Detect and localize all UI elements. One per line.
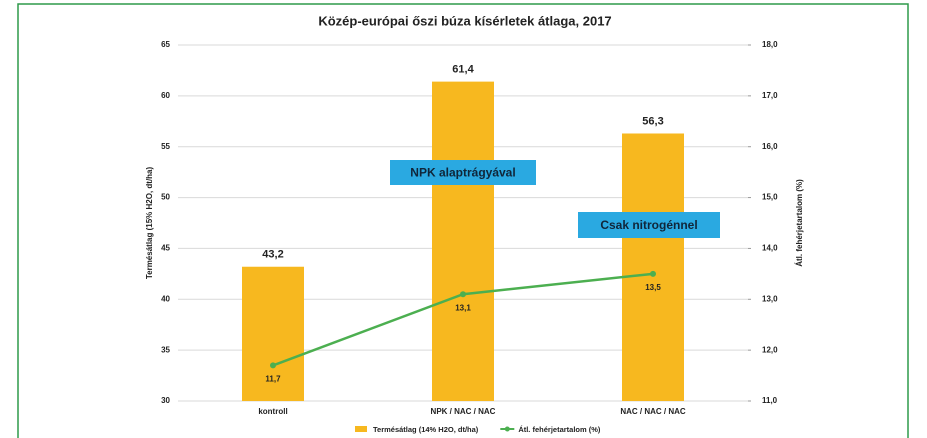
y2-tick-label: 16,0	[762, 142, 778, 151]
line-value-label: 13,1	[455, 303, 471, 312]
line-point	[650, 270, 656, 277]
y2-tick-label: 11,0	[762, 396, 778, 405]
legend-swatch	[504, 426, 510, 432]
chart-title: Közép-európai őszi búza kísérletek átlag…	[318, 13, 611, 28]
x-tick-label: kontroll	[258, 407, 287, 416]
y2-tick-label: 17,0	[762, 91, 778, 100]
y-tick-label: 65	[161, 40, 170, 49]
y-tick-label: 50	[161, 193, 170, 202]
annotation-box	[390, 160, 536, 185]
y-tick-label: 45	[161, 244, 170, 253]
y-tick-label: 30	[161, 396, 170, 405]
x-tick-label: NAC / NAC / NAC	[620, 407, 686, 416]
bar	[432, 81, 494, 402]
line-value-label: 11,7	[265, 375, 281, 384]
y2-tick-label: 14,0	[762, 244, 778, 253]
y-tick-label: 60	[161, 91, 170, 100]
y-tick-label: 55	[161, 142, 170, 151]
y-axis-label: Termésátlag (15% H2O, dt/ha)	[145, 167, 154, 280]
y2-tick-label: 12,0	[762, 345, 778, 354]
line-value-label: 13,5	[645, 283, 661, 292]
legend-swatch	[355, 426, 367, 432]
y2-axis-label: Átl. fehérjetartalom (%)	[795, 179, 804, 267]
line-point	[460, 291, 466, 298]
annotation: NPK alaptrágyával	[410, 166, 515, 180]
legend-label: Termésátlag (14% H2O, dt/ha)	[373, 425, 479, 434]
bar	[242, 266, 304, 401]
annotation-box	[578, 212, 720, 238]
y2-tick-label: 15,0	[762, 193, 778, 202]
legend-label: Átl. fehérjetartalom (%)	[518, 425, 601, 434]
y-tick-label: 35	[161, 345, 170, 354]
y2-tick-label: 13,0	[762, 294, 778, 303]
x-tick-label: NPK / NAC / NAC	[431, 407, 496, 416]
y2-tick-label: 18,0	[762, 40, 778, 49]
bar-value-label: 61,4	[452, 64, 474, 76]
annotation: Csak nitrogénnel	[600, 218, 697, 232]
y-tick-label: 40	[161, 294, 170, 303]
bar	[622, 133, 684, 401]
line-point	[270, 362, 276, 369]
bar-value-label: 56,3	[642, 115, 663, 127]
bar-value-label: 43,2	[262, 249, 283, 261]
